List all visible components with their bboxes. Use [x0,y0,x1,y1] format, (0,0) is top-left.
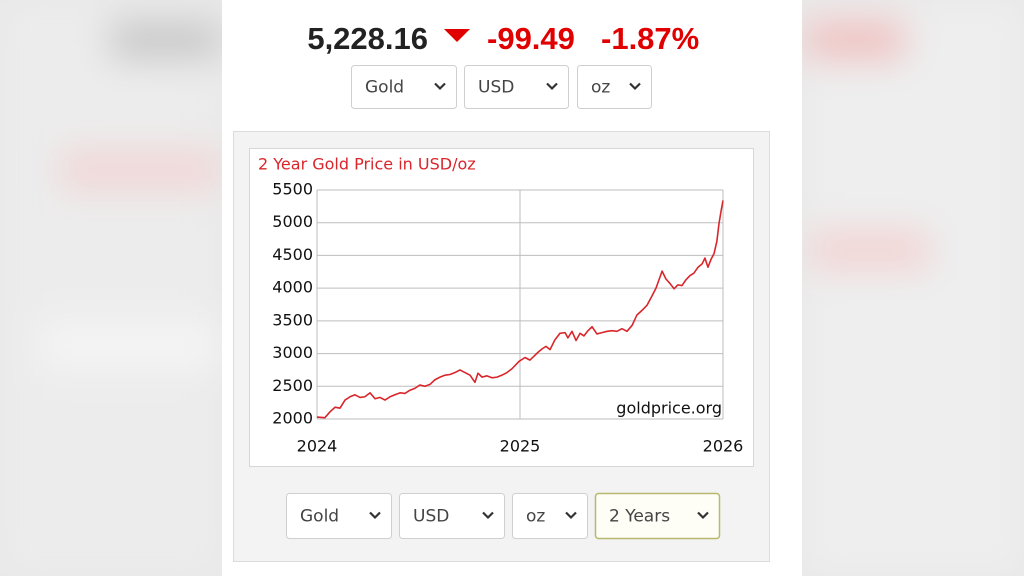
watermark: goldprice.org [616,399,722,418]
y-tick-label: 4000 [272,278,313,297]
select[interactable]: USD [399,493,505,539]
y-tick-label: 3500 [272,310,313,329]
chevron[interactable] [629,82,641,91]
select[interactable]: USD [464,65,569,109]
select-label[interactable]: oz [591,78,610,98]
y-tick-label: 2500 [272,376,313,395]
select-label[interactable]: oz [526,507,545,527]
y-tick-label: 4500 [272,245,313,264]
select-label[interactable]: USD [413,507,449,527]
select-box[interactable] [464,65,569,109]
y-tick-label: 5500 [272,180,313,199]
select-box[interactable] [286,493,392,539]
select-box[interactable] [351,65,457,109]
down-arrow [444,29,470,42]
select-box[interactable] [512,493,588,539]
select-box[interactable] [399,493,505,539]
select[interactable]: oz [577,65,652,109]
select-label[interactable]: Gold [365,78,404,98]
y-tick-label: 3000 [272,343,313,362]
chevron[interactable] [565,511,577,520]
chart-title: 2 Year Gold Price in USD/oz [258,155,476,174]
select-label[interactable]: 2 Years [609,507,670,527]
select-label[interactable]: USD [478,78,514,98]
x-tick-label: 2026 [703,437,744,456]
x-tick-label: 2025 [500,437,541,456]
chevron[interactable] [482,511,494,520]
chevron[interactable] [546,82,558,91]
price: 5,228.16 [307,21,428,56]
select[interactable]: 2 Years [594,492,721,540]
select-box[interactable] [577,65,652,109]
price-line [316,200,724,419]
chart-area [249,148,754,467]
select-box[interactable] [594,492,721,540]
select[interactable]: oz [512,493,588,539]
price-change: -99.49 [487,21,575,56]
price-change-pct: -1.87% [601,21,699,56]
y-tick-label: 2000 [272,409,313,428]
chevron[interactable] [697,511,709,520]
select-label[interactable]: Gold [300,507,339,527]
select[interactable]: Gold [286,493,392,539]
chevron[interactable] [434,82,446,91]
x-tick-label: 2024 [297,437,338,456]
select[interactable]: Gold [351,65,457,109]
y-tick-label: 5000 [272,212,313,231]
chevron[interactable] [369,511,381,520]
